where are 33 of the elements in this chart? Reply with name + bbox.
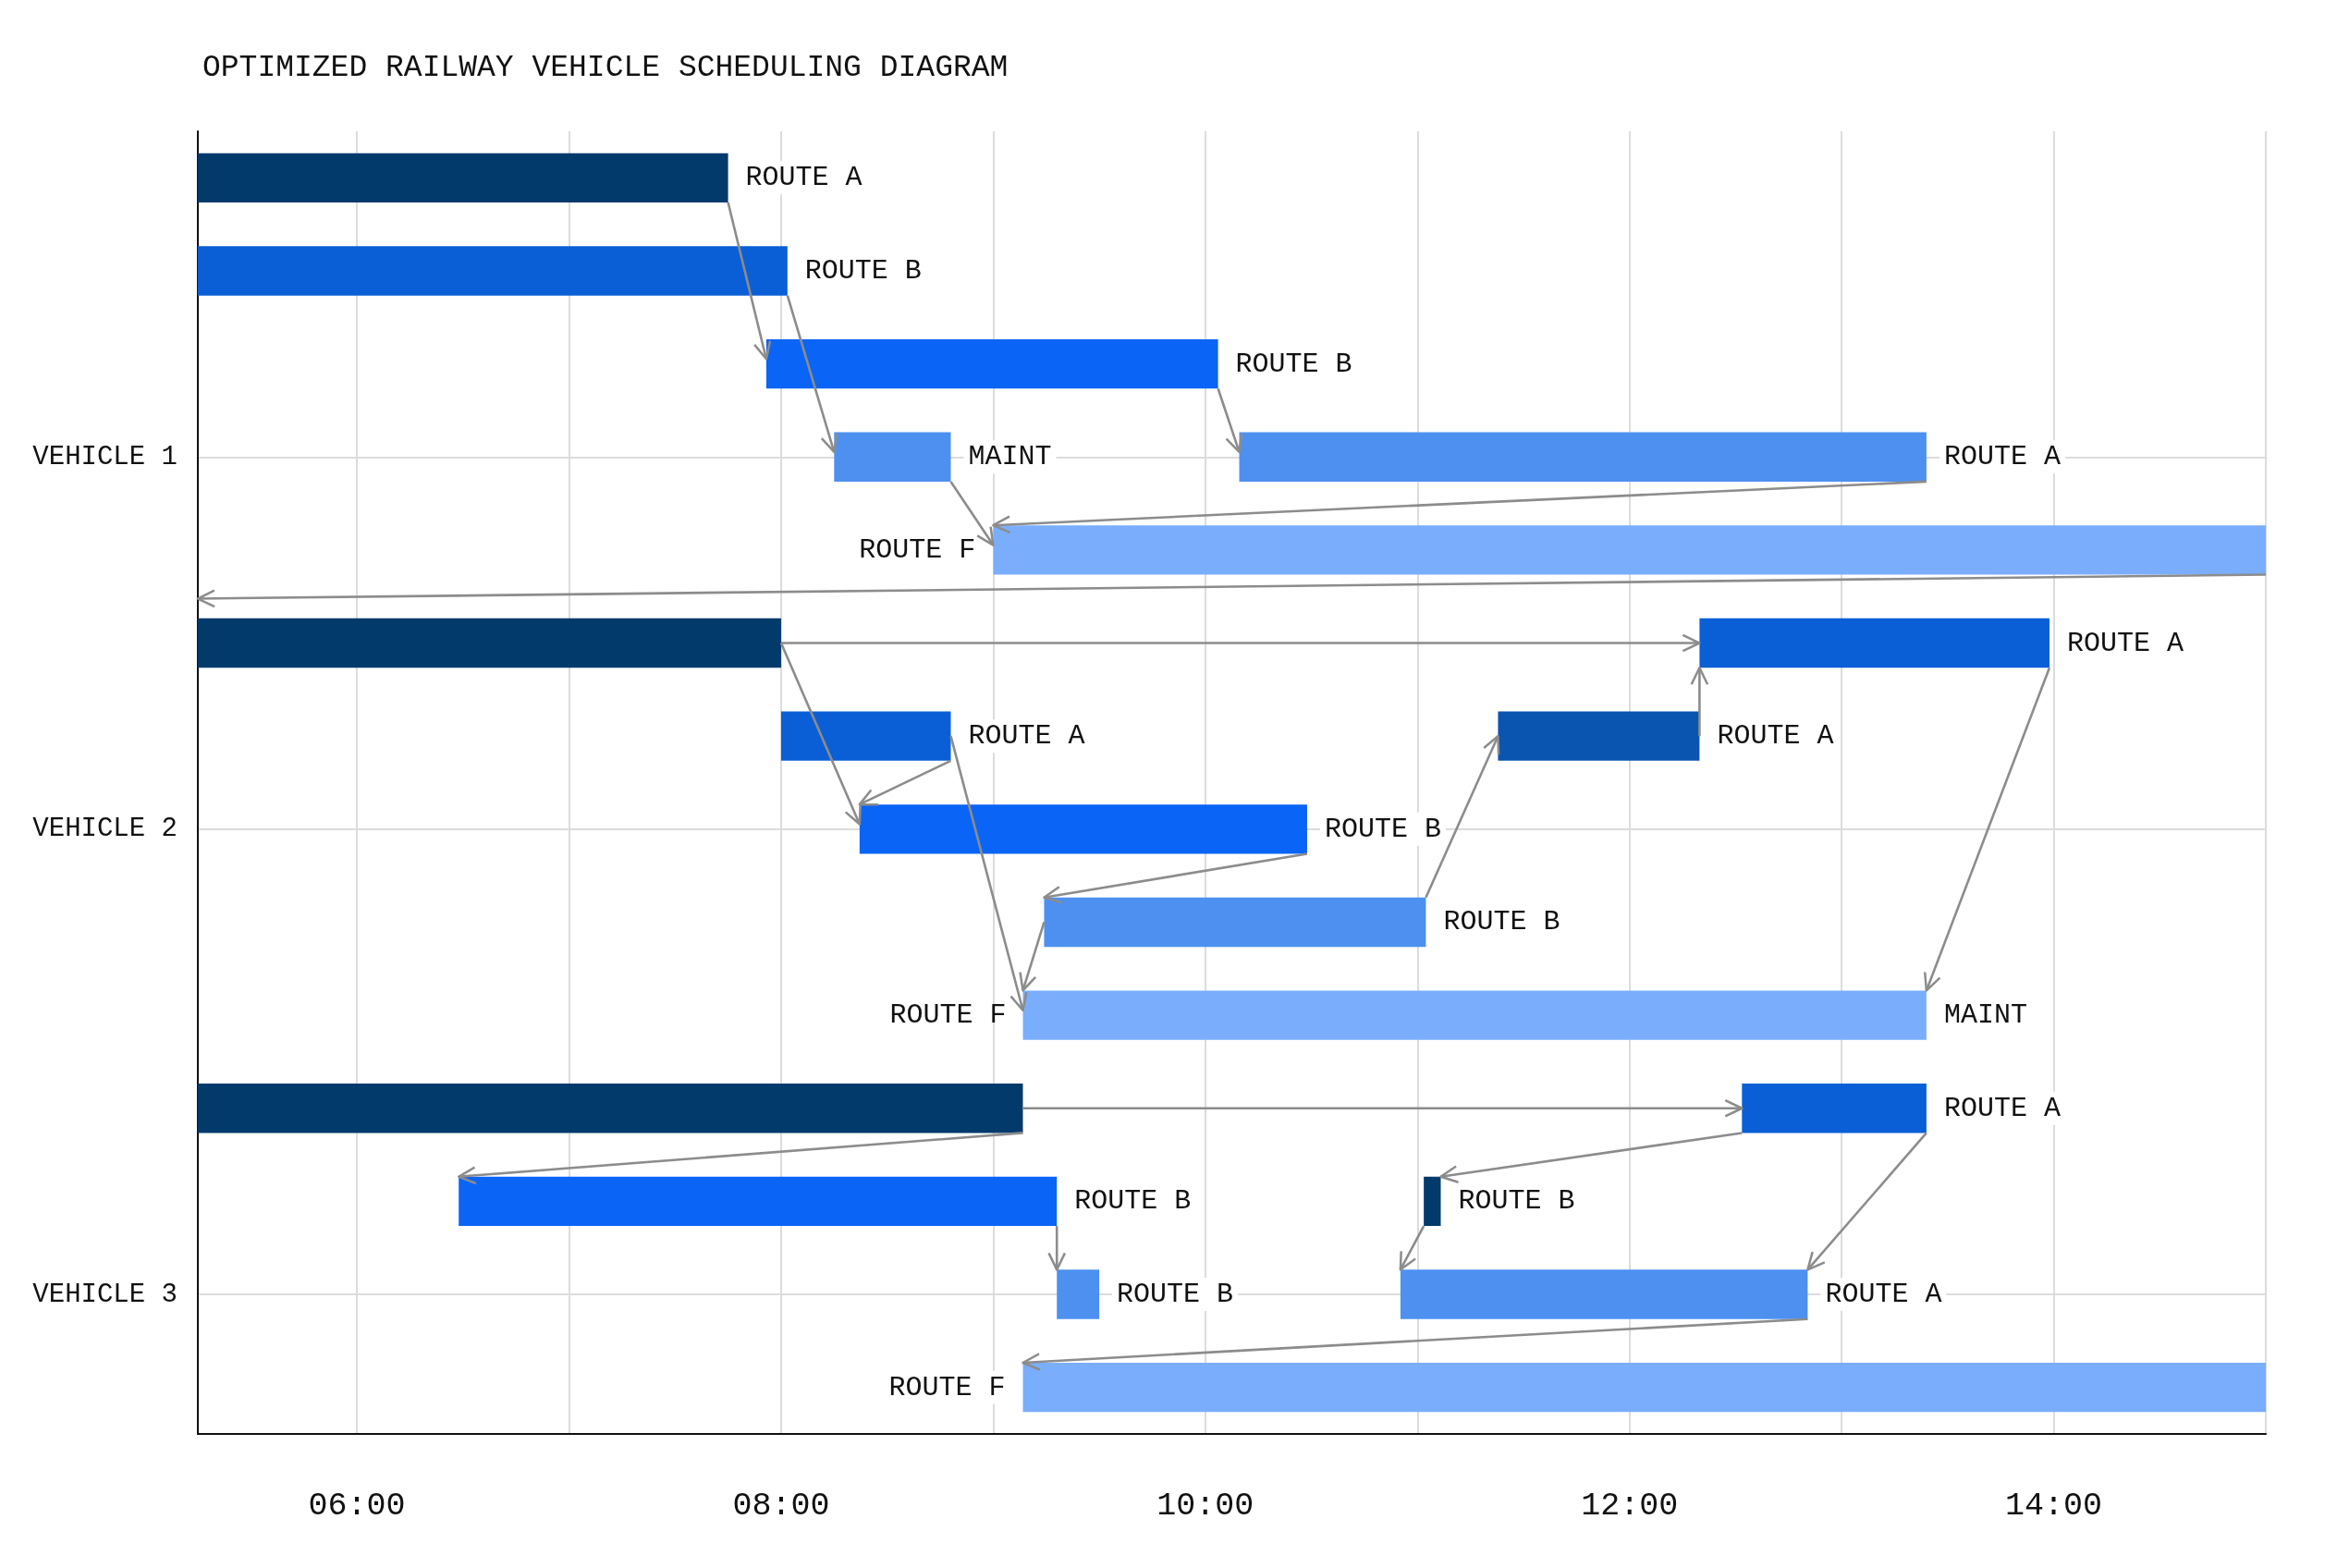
x-tick-label: 06:00 <box>308 1487 406 1525</box>
data-label: ROUTE A <box>968 720 1085 753</box>
data-label: ROUTE A <box>1943 1092 2061 1124</box>
data-label: ROUTE F <box>888 1371 1006 1403</box>
y-tick-label: VEHICLE 2 <box>32 814 177 845</box>
annotation: ROUTE F <box>889 999 1007 1032</box>
y-tick-label: VEHICLE 3 <box>32 1279 177 1310</box>
data-label: ROUTE B <box>1074 1185 1192 1218</box>
data-label: ROUTE B <box>1324 813 1441 845</box>
x-tick-label: 08:00 <box>732 1487 830 1525</box>
x-tick-label: 10:00 <box>1156 1487 1254 1525</box>
data-label: ROUTE A <box>2066 627 2184 659</box>
data-label: MAINT <box>968 441 1052 473</box>
data-label: ROUTE A <box>745 162 863 194</box>
data-label: ROUTE B <box>1235 348 1352 380</box>
data-label: ROUTE B <box>1443 906 1560 938</box>
data-label: ROUTE A <box>1825 1279 1942 1311</box>
bar <box>198 153 728 202</box>
data-label: MAINT <box>1943 999 2027 1032</box>
bar <box>1699 618 2049 668</box>
data-label: ROUTE A <box>1717 720 1834 753</box>
data-label: ROUTE A <box>1943 441 2061 473</box>
data-label: ROUTE B <box>1117 1279 1234 1311</box>
data-label: ROUTE F <box>859 533 976 566</box>
bar <box>198 618 781 668</box>
y-tick-label: VEHICLE 1 <box>32 441 177 472</box>
chart-title: OPTIMIZED RAILWAY VEHICLE SCHEDULING DIAGRAM <box>202 51 1009 85</box>
x-tick-label: 14:00 <box>2005 1487 2103 1525</box>
data-label: ROUTE B <box>804 254 922 287</box>
bar <box>1022 990 1927 1040</box>
bar <box>765 338 1218 389</box>
x-tick-label: 12:00 <box>1581 1487 1679 1525</box>
data-label: ROUTE B <box>1458 1185 1575 1218</box>
